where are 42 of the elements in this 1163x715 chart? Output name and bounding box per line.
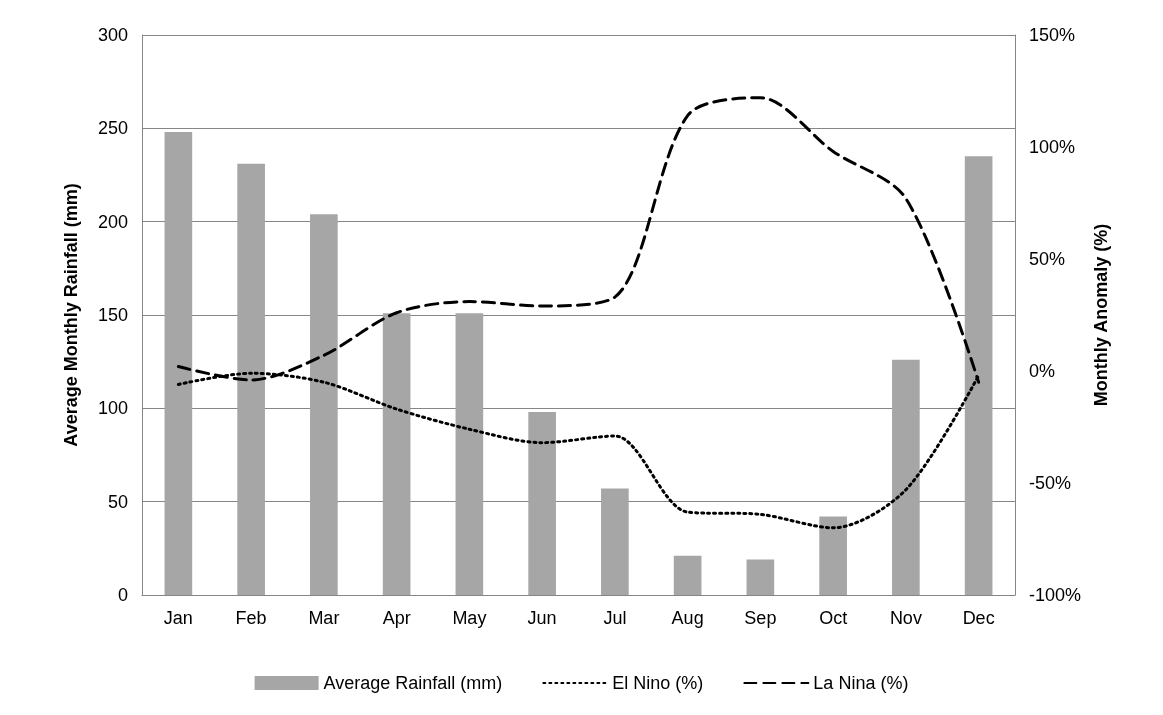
y-tick-label: 150 — [97, 305, 128, 325]
y2-tick-label: -50% — [1029, 473, 1072, 493]
y-tick-label: 50 — [107, 491, 128, 512]
x-tick-label: Jun — [527, 608, 557, 628]
bar — [528, 412, 556, 595]
bar — [746, 559, 775, 595]
bar — [310, 214, 338, 595]
x-tick-label: Feb — [235, 608, 267, 628]
bar — [673, 555, 702, 595]
bar — [892, 359, 920, 595]
bar — [237, 163, 265, 595]
y2-tick-label: -100% — [1029, 585, 1082, 605]
y2-tick-label: 150% — [1029, 25, 1076, 45]
bar — [601, 488, 629, 595]
y-tick-label: 300 — [97, 25, 128, 45]
y-axis-title: Average Monthly Rainfall (mm) — [61, 183, 81, 447]
legend-label: El Nino (%) — [612, 673, 704, 693]
y-tick-label: 200 — [97, 211, 128, 232]
y2-axis-title: Monthly Anomaly (%) — [1090, 223, 1111, 407]
x-tick-label: Mar — [308, 608, 340, 628]
y-tick-label: 250 — [97, 118, 128, 139]
x-tick-label: May — [452, 608, 487, 628]
bar — [964, 156, 993, 595]
y-tick-label: 100 — [97, 398, 128, 419]
y2-tick-label: 0% — [1029, 361, 1056, 381]
legend-label: Average Rainfall (mm) — [323, 673, 503, 693]
bar — [819, 516, 847, 595]
x-tick-label: Oct — [819, 608, 848, 628]
legend-label: La Nina (%) — [813, 673, 909, 693]
x-tick-label: Dec — [962, 608, 995, 628]
bar — [382, 313, 411, 595]
x-tick-label: Aug — [671, 608, 704, 628]
x-tick-label: Nov — [889, 608, 922, 628]
bar — [164, 132, 193, 595]
y2-tick-label: 100% — [1029, 137, 1076, 157]
y2-tick-label: 50% — [1029, 249, 1066, 269]
y-tick-label: 0 — [117, 585, 128, 605]
x-tick-label: Jan — [163, 608, 193, 628]
bar — [455, 313, 484, 595]
x-tick-label: Apr — [382, 608, 411, 628]
x-tick-label: Jul — [603, 608, 627, 628]
x-tick-label: Sep — [744, 608, 777, 628]
